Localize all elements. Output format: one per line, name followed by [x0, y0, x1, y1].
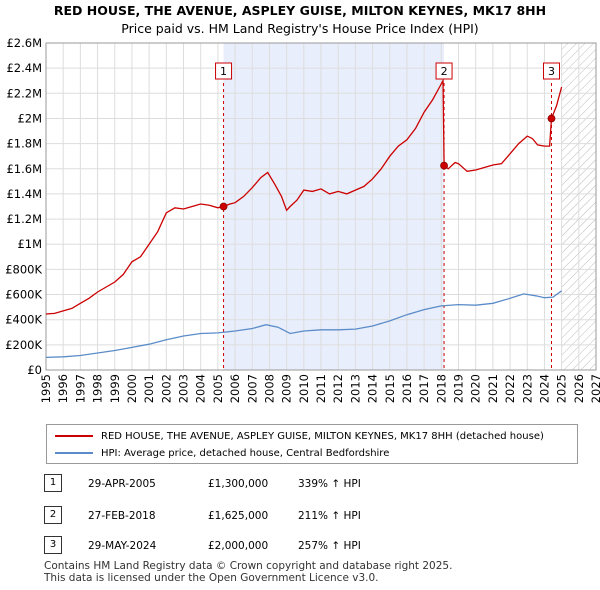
sale-price: £2,000,000	[208, 540, 269, 552]
hpi-line	[45, 290, 562, 359]
y-tick-label: £1.2M	[6, 212, 42, 226]
x-tick-label: 2020	[469, 374, 483, 403]
footer-copyright: Contains HM Land Registry data © Crown c…	[44, 560, 453, 572]
x-tick-label: 2018	[434, 374, 448, 403]
x-tick-label: 2025	[555, 374, 569, 403]
y-tick-label: £0	[27, 363, 42, 377]
plot-frame	[45, 42, 597, 371]
sale-row: 2 27-FEB-2018 £1,625,000 211% ↑ HPI	[44, 506, 564, 526]
x-tick-label: 2007	[245, 374, 259, 403]
x-tick-label: 2011	[314, 374, 328, 403]
y-tick-label: £600K	[5, 288, 42, 302]
y-tick-label: £2M	[17, 111, 42, 125]
sale-marker-box	[542, 62, 560, 80]
sale-point	[219, 202, 228, 211]
sale-row: 3 29-MAY-2024 £2,000,000 257% ↑ HPI	[44, 536, 564, 556]
y-tick-label: £1.8M	[6, 137, 42, 151]
sale-number-badge: 1	[44, 474, 62, 492]
x-tick-label: 1997	[73, 374, 87, 403]
x-tick-label: 2023	[520, 374, 534, 403]
legend-item-hpi: HPI: Average price, detached house, Cent…	[55, 445, 389, 461]
legend-label-hpi: HPI: Average price, detached house, Cent…	[101, 447, 390, 459]
x-tick-label: 2026	[572, 374, 586, 403]
x-tick-label: 2017	[417, 374, 431, 403]
sale-date: 29-MAY-2024	[88, 540, 157, 552]
chart-subtitle: Price paid vs. HM Land Registry's House …	[121, 21, 479, 36]
x-tick-label: 2006	[228, 374, 242, 403]
x-tick-label: 2005	[211, 374, 225, 403]
sale-price: £1,300,000	[208, 478, 269, 490]
x-tick-label: 1996	[56, 374, 70, 403]
y-tick-label: £400K	[5, 313, 42, 327]
sale-row: 1 29-APR-2005 £1,300,000 339% ↑ HPI	[44, 474, 564, 494]
y-tick-label: £1.4M	[6, 187, 42, 201]
sale-hpi-change: 257% ↑ HPI	[298, 540, 361, 552]
x-tick-label: 2003	[177, 374, 191, 403]
sale-point	[440, 161, 448, 170]
x-tick-label: 2010	[297, 374, 311, 403]
x-tick-label: 1998	[91, 374, 105, 403]
x-tick-label: 2013	[348, 374, 362, 403]
x-tick-label: 2019	[452, 374, 466, 403]
sale-marker-label: 3	[548, 65, 555, 78]
sale-marker-label: 2	[441, 65, 448, 78]
sale-marker-box	[215, 62, 233, 80]
y-tick-label: £1M	[17, 237, 42, 251]
x-tick-label: 2002	[159, 374, 173, 403]
chart-legend: RED HOUSE, THE AVENUE, ASPLEY GUISE, MIL…	[46, 424, 578, 464]
x-tick-label: 2015	[383, 374, 397, 403]
legend-label-property: RED HOUSE, THE AVENUE, ASPLEY GUISE, MIL…	[101, 430, 544, 442]
y-tick-label: £2.4M	[6, 61, 42, 75]
sale-date: 27-FEB-2018	[88, 510, 156, 522]
y-tick-label: £200K	[5, 338, 42, 352]
x-tick-label: 2004	[194, 374, 208, 403]
x-tick-label: 2021	[486, 374, 500, 403]
x-tick-label: 2014	[366, 374, 380, 403]
sale-marker-label: 1	[220, 65, 227, 78]
y-tick-label: £2.2M	[6, 86, 42, 100]
sale-hpi-change: 339% ↑ HPI	[298, 478, 361, 490]
x-tick-label: 2024	[537, 374, 551, 403]
chart-title: RED HOUSE, THE AVENUE, ASPLEY GUISE, MIL…	[53, 3, 547, 18]
footer-license: This data is licensed under the Open Gov…	[44, 572, 379, 584]
footer: Contains HM Land Registry data © Crown c…	[44, 560, 452, 584]
y-tick-label: £800K	[5, 262, 42, 276]
x-tick-label: 2022	[503, 374, 517, 403]
x-tick-label: 2008	[262, 374, 276, 403]
sale-date: 29-APR-2005	[88, 478, 156, 490]
price-chart: £0 £200K £400K £600K £800K £1M £1.2M £1.4M £1.6M…	[5, 36, 600, 403]
x-tick-label: 2000	[125, 374, 139, 403]
sale-price: £1,625,000	[208, 510, 269, 522]
x-tick-label: 2012	[331, 374, 345, 403]
property-price-line	[45, 78, 563, 315]
x-tick-label: 1999	[108, 374, 122, 403]
sale-marker-box	[435, 62, 453, 80]
sale-number-badge: 3	[44, 536, 62, 554]
sale-hpi-change: 211% ↑ HPI	[298, 510, 361, 522]
x-tick-label: 1995	[39, 374, 53, 403]
x-tick-label: 2027	[589, 374, 600, 403]
y-tick-label: £2.6M	[6, 36, 42, 50]
y-tick-label: £1.6M	[6, 162, 42, 176]
ownership-shaded-region	[223, 43, 445, 370]
legend-item-property: RED HOUSE, THE AVENUE, ASPLEY GUISE, MIL…	[55, 428, 544, 444]
x-tick-label: 2016	[400, 374, 414, 403]
x-tick-label: 2001	[142, 374, 156, 403]
legend-swatch-property	[55, 435, 93, 437]
x-tick-label: 2009	[280, 374, 294, 403]
sale-point	[547, 114, 556, 123]
chart-title-block: RED HOUSE, THE AVENUE, ASPLEY GUISE, MIL…	[0, 2, 600, 38]
sale-number-badge: 2	[44, 506, 62, 524]
legend-swatch-hpi	[55, 452, 93, 454]
